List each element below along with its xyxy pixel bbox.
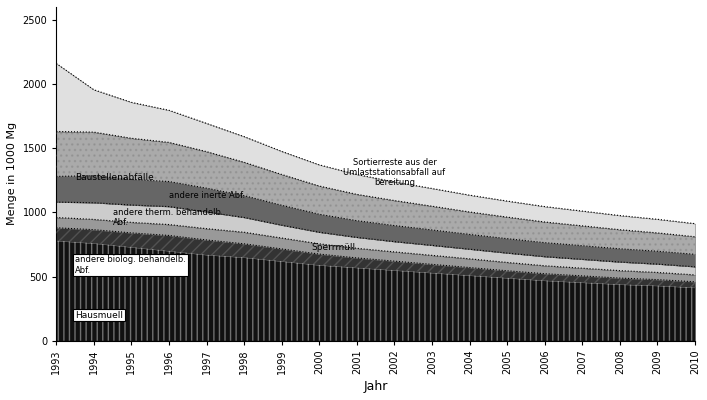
Text: Baustellenabfälle: Baustellenabfälle bbox=[75, 173, 154, 182]
Text: Sperrmüll: Sperrmüll bbox=[312, 242, 356, 252]
Text: andere inerte Abf.: andere inerte Abf. bbox=[169, 191, 245, 200]
Text: Hausmuell: Hausmuell bbox=[75, 310, 123, 320]
Y-axis label: Menge in 1000 Mg: Menge in 1000 Mg bbox=[7, 122, 17, 225]
Text: andere biolog. behandelb.
Abf.: andere biolog. behandelb. Abf. bbox=[75, 255, 186, 275]
X-axis label: Jahr: Jahr bbox=[363, 380, 388, 393]
Text: andere therm. behandelb.
Abf.: andere therm. behandelb. Abf. bbox=[112, 208, 223, 227]
Text: Sortierreste aus der
Umlaststationsabfall auf
bereitung: Sortierreste aus der Umlaststationsabfal… bbox=[344, 158, 445, 188]
